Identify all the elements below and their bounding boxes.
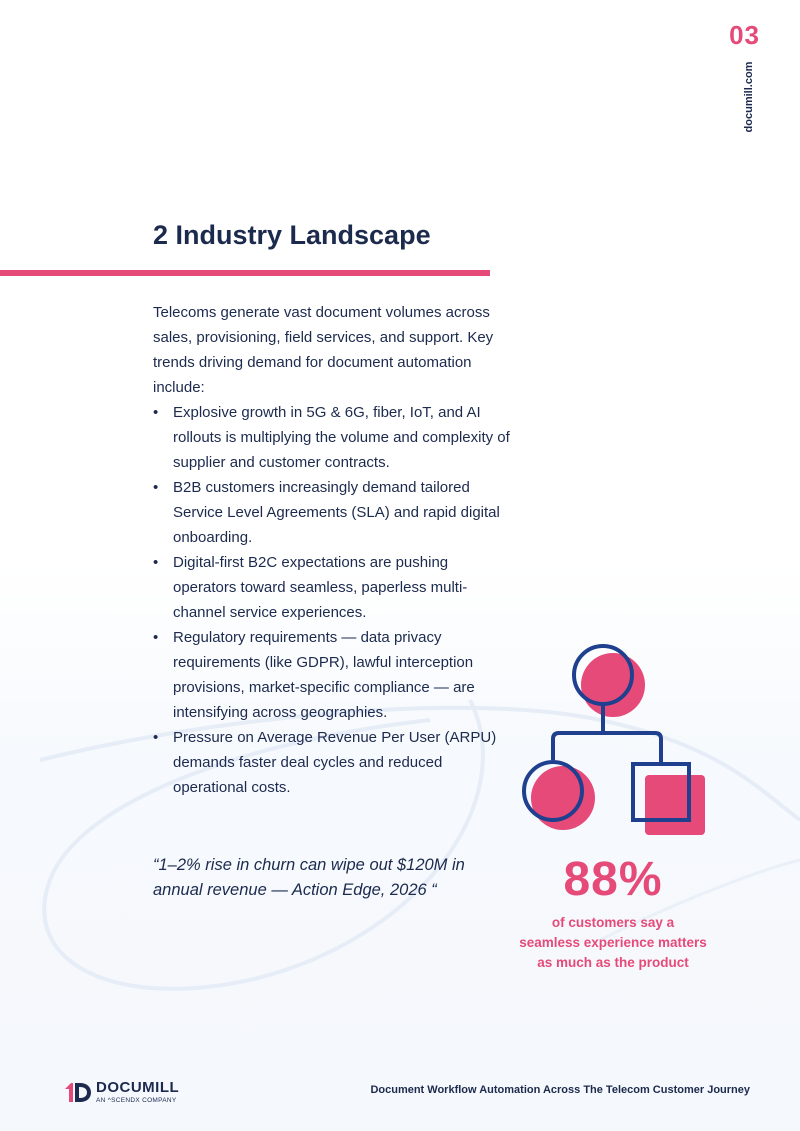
list-item: • Regulatory requirements — data privacy …	[153, 625, 513, 725]
list-item-text: Explosive growth in 5G & 6G, fiber, IoT,…	[173, 404, 510, 471]
bullet-marker: •	[153, 629, 159, 646]
list-item-text: Regulatory requirements — data privacy r…	[173, 629, 475, 721]
footer-document-title: Document Workflow Automation Across The …	[370, 1084, 750, 1096]
trend-list: • Explosive growth in 5G & 6G, fiber, IoT…	[153, 400, 513, 800]
intro-paragraph: Telecoms generate vast document volumes …	[153, 304, 494, 396]
section-heading: 2 Industry Landscape	[153, 220, 431, 250]
stat-caption-line: seamless experience matters	[519, 935, 707, 950]
hierarchy-diagram-icon	[522, 644, 705, 835]
bullet-marker: •	[153, 479, 159, 496]
list-item-text: B2B customers increasingly demand tailor…	[173, 479, 500, 546]
list-item: • Pressure on Average Revenue Per User (A…	[153, 725, 513, 800]
documill-logo-icon	[65, 1083, 91, 1102]
site-url-text: documill.com	[743, 61, 755, 133]
logo-wordmark: DOCUMILL	[96, 1079, 180, 1096]
page-number: 03	[729, 20, 760, 50]
bullet-marker: •	[153, 554, 159, 571]
stat-caption-line: of customers say a	[551, 915, 675, 930]
stat-caption: of customers say a seamless experience m…	[503, 913, 723, 973]
list-item: • Digital-first B2C expectations are push…	[153, 550, 513, 625]
body-text: Telecoms generate vast document volumes …	[153, 300, 513, 800]
stat-caption-line: as much as the product	[537, 955, 689, 970]
list-item: • B2B customers increasingly demand tailo…	[153, 475, 513, 550]
pull-quote: “1–2% rise in churn can wipe out $120M i…	[153, 856, 465, 899]
site-url-vertical: documill.com	[742, 60, 756, 134]
page-background	[0, 560, 800, 1131]
list-item: • Explosive growth in 5G & 6G, fiber, IoT…	[153, 400, 513, 475]
heading-underline	[0, 270, 490, 276]
list-item-text: Digital-first B2C expectations are pushi…	[173, 554, 468, 621]
stat-value: 88%	[563, 853, 663, 906]
bullet-marker: •	[153, 404, 159, 421]
bullet-marker: •	[153, 729, 159, 746]
logo-tagline: AN ^SCENDX COMPANY	[96, 1097, 177, 1104]
documill-logo: DOCUMILL AN ^SCENDX COMPANY	[64, 1078, 194, 1108]
list-item-text: Pressure on Average Revenue Per User (AR…	[173, 729, 497, 796]
